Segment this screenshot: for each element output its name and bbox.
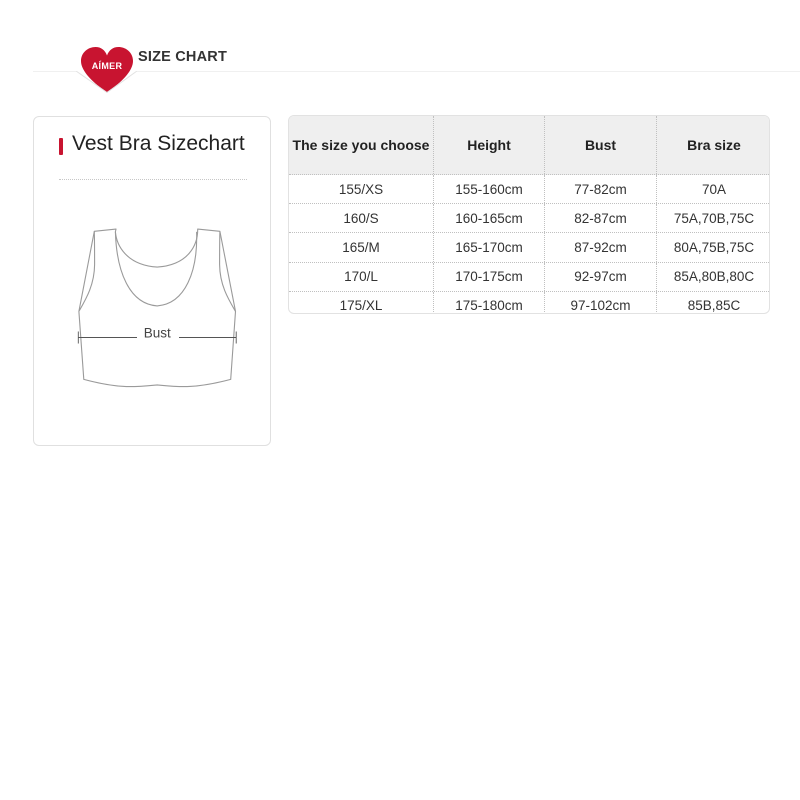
svg-text:AÍMER: AÍMER [92,61,123,71]
svg-text:Bust: Bust [144,326,171,341]
